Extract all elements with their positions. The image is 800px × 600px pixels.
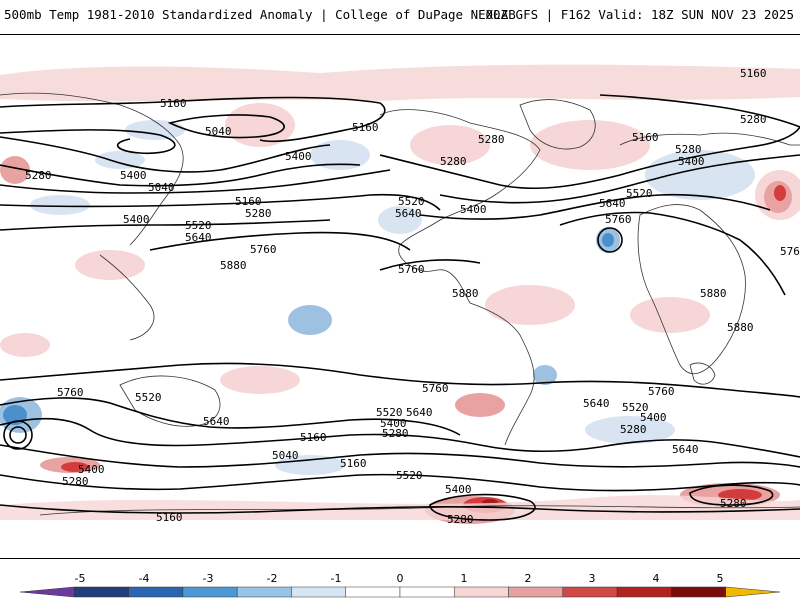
contour-label: 5520 bbox=[626, 187, 653, 200]
contour-label: 5640 bbox=[406, 406, 433, 419]
contour-label: 5640 bbox=[583, 397, 610, 410]
colorbar-segment bbox=[399, 586, 455, 598]
contour-label: 5400 bbox=[678, 155, 705, 168]
contour-label: 5760 bbox=[57, 386, 84, 399]
colorbar-segment bbox=[671, 586, 726, 598]
colorbar-tick-label: -4 bbox=[138, 572, 150, 585]
contour-label: 5160 bbox=[156, 511, 183, 524]
colorbar-segment bbox=[74, 586, 129, 598]
contour-label: 5160 bbox=[340, 457, 367, 470]
colorbar-segment bbox=[182, 586, 238, 598]
colorbar-segment bbox=[236, 586, 292, 598]
contour-label: 5520 bbox=[396, 469, 423, 482]
global-map: 5160 5040 5160 5280 5400 5040 5160 5280 … bbox=[0, 64, 800, 526]
contour-label: 5640 bbox=[599, 197, 626, 210]
contour-label: 5640 bbox=[672, 443, 699, 456]
model-run-info: 00Z GFS | F162 Valid: 18Z SUN NOV 23 202… bbox=[485, 7, 794, 22]
colorbar-segment bbox=[345, 586, 401, 598]
contour-label: 5400 bbox=[78, 463, 105, 476]
colorbar-segment bbox=[454, 586, 509, 598]
colorbar-segment bbox=[291, 586, 346, 598]
contour-label: 5160 bbox=[740, 67, 767, 80]
contour-labels: 5160 5040 5160 5280 5400 5040 5160 5280 … bbox=[25, 67, 800, 526]
contour-label: 5400 bbox=[120, 169, 147, 182]
colorbar-tick-label: -3 bbox=[202, 572, 214, 585]
contour-label: 5880 bbox=[727, 321, 754, 334]
contour-label: 5160 bbox=[160, 97, 187, 110]
contour-label: 5280 bbox=[382, 427, 409, 440]
contour-label: 5280 bbox=[675, 143, 702, 156]
contour-label: 5520 bbox=[135, 391, 162, 404]
contour-label: 5280 bbox=[740, 113, 767, 126]
colorbar-scale bbox=[19, 586, 781, 598]
height-contours bbox=[0, 94, 800, 521]
contour-label: 5400 bbox=[640, 411, 667, 424]
colorbar-segment bbox=[725, 586, 781, 598]
contour-label: 5160 bbox=[632, 131, 659, 144]
colorbar-tick-label: -1 bbox=[330, 572, 342, 585]
colorbar-tick-label: 2 bbox=[524, 572, 532, 585]
contour-label: 5760 bbox=[780, 245, 800, 258]
contour-label: 5280 bbox=[478, 133, 505, 146]
colorbar-tick-label: 4 bbox=[652, 572, 660, 585]
colorbar-segment bbox=[616, 586, 672, 598]
contour-label: 5400 bbox=[380, 417, 407, 430]
colorbar-tick-label: 0 bbox=[396, 572, 404, 585]
contour-label: 5400 bbox=[285, 150, 312, 163]
contour-label: 5880 bbox=[220, 259, 247, 272]
contour-label: 5040 bbox=[205, 125, 232, 138]
contour-label: 5760 bbox=[605, 213, 632, 226]
colorbar-tick-label: -2 bbox=[266, 572, 278, 585]
contour-label: 5880 bbox=[700, 287, 727, 300]
contour-label: 5280 bbox=[245, 207, 272, 220]
contour-label: 5160 bbox=[235, 195, 262, 208]
contour-label: 5520 bbox=[398, 195, 425, 208]
contour-label: 5160 bbox=[352, 121, 379, 134]
map-panel: 5160 5040 5160 5280 5400 5040 5160 5280 … bbox=[0, 34, 800, 559]
contour-label: 5760 bbox=[398, 263, 425, 276]
colorbar-tick-label: 5 bbox=[716, 572, 724, 585]
contour-label: 5640 bbox=[203, 415, 230, 428]
contour-label: 5280 bbox=[720, 497, 747, 510]
contour-label: 5040 bbox=[272, 449, 299, 462]
contour-label: 5400 bbox=[460, 203, 487, 216]
contour-label: 5760 bbox=[250, 243, 277, 256]
contour-label: 5400 bbox=[123, 213, 150, 226]
colorbar: -5 -4 -3 -2 -1 0 1 2 3 4 5 bbox=[0, 572, 800, 600]
colorbar-tick-label: 1 bbox=[460, 572, 468, 585]
colorbar-segment bbox=[508, 586, 564, 598]
colorbar-tick-label: -5 bbox=[74, 572, 86, 585]
contour-label: 5280 bbox=[62, 475, 89, 488]
contour-label: 5760 bbox=[422, 382, 449, 395]
colorbar-segment bbox=[128, 586, 184, 598]
contour-label: 5640 bbox=[395, 207, 422, 220]
contour-label: 5520 bbox=[185, 219, 212, 232]
contour-label: 5160 bbox=[300, 431, 327, 444]
contour-label: 5520 bbox=[376, 406, 403, 419]
contour-label: 5520 bbox=[622, 401, 649, 414]
contour-label: 5280 bbox=[25, 169, 52, 182]
contour-label: 5400 bbox=[445, 483, 472, 496]
contour-label: 5040 bbox=[148, 181, 175, 194]
contour-label: 5280 bbox=[440, 155, 467, 168]
map-title: 500mb Temp 1981-2010 Standardized Anomal… bbox=[4, 7, 516, 22]
contour-label: 5640 bbox=[185, 231, 212, 244]
contour-label: 5280 bbox=[447, 513, 474, 526]
colorbar-tick-label: 3 bbox=[588, 572, 596, 585]
colorbar-segment bbox=[19, 586, 75, 598]
contour-label: 5880 bbox=[452, 287, 479, 300]
contour-label: 5280 bbox=[620, 423, 647, 436]
contour-label: 5760 bbox=[648, 385, 675, 398]
colorbar-segment bbox=[562, 586, 618, 598]
